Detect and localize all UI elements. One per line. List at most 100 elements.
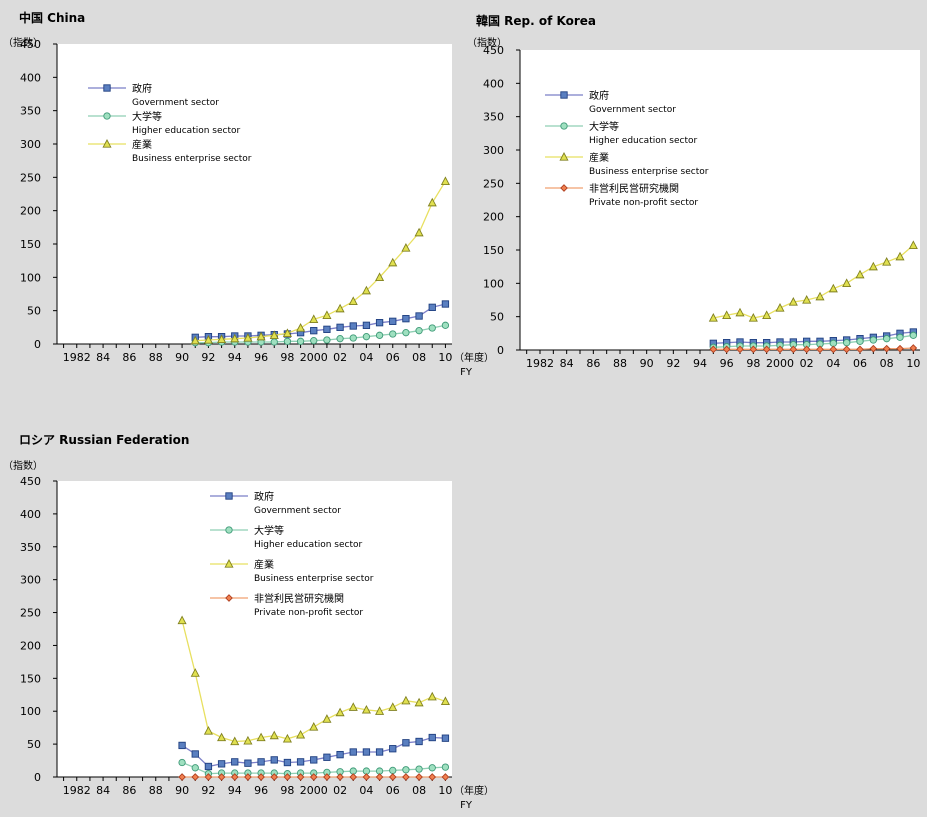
- chart-svg: 0 50 100 150 200 250 300 350 400 450 1982 84 86 88 90 9…: [20, 475, 494, 811]
- data-point: [842, 278, 852, 287]
- data-point: [762, 345, 771, 354]
- data-point: [415, 327, 423, 335]
- data-point: [349, 322, 357, 330]
- data-point: [244, 759, 252, 767]
- x-tick-label: 94: [228, 351, 242, 364]
- data-point: [909, 331, 917, 339]
- y-tick-label: 250: [20, 607, 41, 620]
- data-point: [348, 702, 358, 711]
- series-0: [178, 733, 450, 771]
- data-point: [336, 323, 344, 331]
- x-tick-label: 90: [175, 784, 189, 797]
- y-tick-label: 150: [483, 244, 504, 257]
- data-point: [375, 706, 385, 715]
- data-point: [402, 329, 410, 337]
- legend-label: 産業: [589, 151, 609, 164]
- data-point: [336, 335, 344, 343]
- data-point: [402, 315, 410, 323]
- data-point: [415, 765, 423, 773]
- data-point: [388, 257, 398, 267]
- data-point: [908, 240, 918, 249]
- x-tick-label: 02: [333, 351, 347, 364]
- data-point: [709, 345, 718, 354]
- series-3: [178, 773, 450, 781]
- data-point: [708, 313, 718, 322]
- data-point: [204, 762, 213, 771]
- y-tick-label: 450: [20, 38, 41, 51]
- data-point: [843, 339, 851, 347]
- data-point: [736, 345, 744, 354]
- legend-marker: [102, 139, 112, 148]
- legend-marker: [103, 84, 111, 92]
- data-point: [190, 668, 200, 677]
- y-tick-label: 200: [20, 205, 41, 218]
- x-tick-label: 86: [122, 784, 136, 797]
- data-point: [896, 333, 904, 341]
- data-point: [296, 758, 305, 766]
- data-point: [441, 300, 450, 308]
- data-point: [191, 773, 200, 781]
- plot-area: [57, 481, 452, 777]
- x-tick-label: 10: [438, 351, 452, 364]
- data-point: [283, 337, 292, 345]
- data-point: [868, 261, 878, 271]
- data-point: [388, 773, 397, 781]
- x-tick-label: 06: [853, 357, 867, 370]
- data-point: [441, 734, 450, 742]
- y-axis-unit-label: （指数）: [3, 38, 43, 49]
- data-point: [415, 737, 423, 746]
- data-point: [389, 766, 397, 775]
- data-point: [401, 695, 411, 705]
- data-point: [256, 331, 266, 341]
- data-point: [869, 344, 878, 353]
- data-point: [402, 773, 410, 781]
- data-point: [296, 773, 305, 781]
- data-point: [428, 773, 437, 781]
- x-tick-label: 92: [201, 784, 215, 797]
- legend-marker: [224, 559, 234, 568]
- data-point: [178, 773, 186, 781]
- x-axis-unit-label: （年度）: [454, 784, 494, 797]
- data-point: [909, 344, 918, 352]
- x-tick-label: 04: [826, 357, 840, 370]
- data-point: [441, 773, 450, 781]
- data-point: [802, 345, 811, 354]
- x-tick-label: 1982: [63, 351, 91, 364]
- chart-russia: ロシア Russian Federation （指数） 0 50 100 150 200…: [0, 420, 494, 817]
- data-point: [362, 773, 371, 781]
- data-point: [361, 704, 371, 714]
- y-axis-unit-label: （指数）: [3, 461, 43, 472]
- data-point: [230, 736, 240, 746]
- data-point: [389, 317, 397, 325]
- data-point: [256, 732, 266, 742]
- x-tick-label: 84: [96, 351, 110, 364]
- legend: 政府 Government sector 大学等 Higher education s…: [210, 490, 374, 618]
- legend-label: 非営利民営研究機関: [589, 182, 679, 195]
- data-point: [217, 773, 226, 781]
- y-tick-label: 400: [20, 508, 41, 521]
- y-tick-label: 300: [483, 144, 504, 157]
- x-tick-label: 90: [175, 351, 189, 364]
- y-tick-label: 300: [20, 574, 41, 587]
- data-point: [335, 303, 345, 313]
- x-tick-label: 98: [746, 357, 760, 370]
- y-tick-label: 200: [483, 211, 504, 224]
- series-line: [713, 331, 914, 344]
- x-tick-label: 2000: [300, 351, 328, 364]
- x-tick-label: 10: [438, 784, 452, 797]
- data-point: [428, 303, 436, 311]
- legend-label-en: Government sector: [589, 105, 676, 115]
- x-axis-unit-label: （年度）: [922, 357, 927, 370]
- data-point: [402, 766, 410, 774]
- chart-korea: 韓国 Rep. of Korea （指数） 0 50 100 150 200 250 300…: [463, 0, 927, 410]
- data-point: [427, 691, 437, 701]
- legend-label-en: Government sector: [132, 98, 219, 108]
- data-point: [177, 615, 187, 625]
- x-tick-label: 04: [359, 351, 373, 364]
- x-tick-label: 92: [666, 357, 680, 370]
- data-point: [828, 283, 838, 293]
- data-point: [257, 773, 265, 781]
- data-point: [883, 335, 891, 343]
- data-point: [735, 307, 745, 317]
- y-tick-label: 0: [34, 771, 41, 784]
